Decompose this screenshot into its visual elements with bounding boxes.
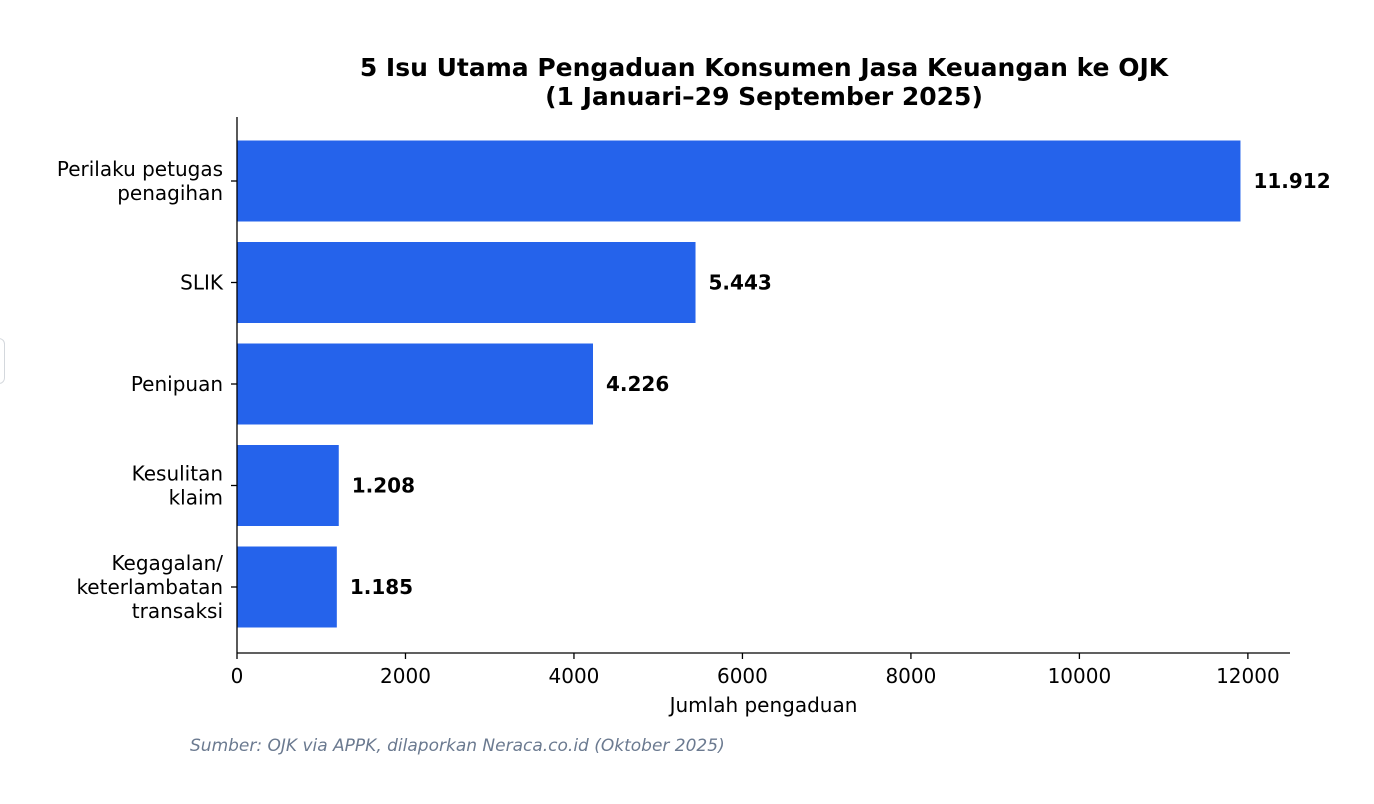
value-labels: 11.912 5.443 4.226 1.208 1.185 bbox=[350, 169, 1331, 599]
bars bbox=[237, 140, 1241, 628]
x-tick-label-4: 6000 bbox=[717, 664, 768, 688]
value-label-5: 1.185 bbox=[350, 575, 413, 599]
chart-title-line-1: 5 Isu Utama Pengaduan Konsumen Jasa Keua… bbox=[360, 53, 1170, 82]
category-label-2: SLIK bbox=[180, 271, 224, 295]
chart-title-line-2: (1 Januari–29 September 2025) bbox=[545, 82, 983, 111]
x-axis-title: Jumlah pengaduan bbox=[668, 693, 858, 717]
value-label-2: 5.443 bbox=[709, 271, 772, 295]
source-note: Sumber: OJK via APPK, dilaporkan Neraca.… bbox=[190, 736, 725, 756]
category-label-1: Perilaku petugas penagihan bbox=[57, 157, 223, 205]
bar-2 bbox=[237, 242, 696, 323]
x-tick-label-5: 8000 bbox=[885, 664, 936, 688]
x-tick-label-6: 10000 bbox=[1048, 664, 1112, 688]
x-tick-label-3: 4000 bbox=[549, 664, 600, 688]
category-label-5: Kegagalan/keterlambatan transaksi bbox=[76, 551, 223, 623]
x-tick-label-2: 2000 bbox=[380, 664, 431, 688]
x-tick-label-7: 12000 bbox=[1216, 664, 1280, 688]
category-labels: Perilaku petugas penagihan SLIK Penipuan Kes… bbox=[57, 157, 237, 623]
side-panel-handle[interactable] bbox=[0, 338, 5, 384]
category-label-4: Kesulitan klaim bbox=[132, 462, 223, 510]
category-label-3: Penipuan bbox=[131, 372, 223, 396]
value-label-1: 11.912 bbox=[1253, 169, 1330, 193]
value-label-4: 1.208 bbox=[352, 474, 415, 498]
bar-1 bbox=[237, 140, 1241, 222]
bar-3 bbox=[237, 343, 593, 425]
bar-5 bbox=[237, 546, 337, 628]
x-axis-ticks: 0 2000 4000 6000 8000 10000 12000 bbox=[231, 653, 1280, 688]
value-label-3: 4.226 bbox=[606, 372, 669, 396]
chart-title: 5 Isu Utama Pengaduan Konsumen Jasa Keua… bbox=[360, 53, 1170, 111]
bar-4 bbox=[237, 445, 339, 526]
x-tick-label-1: 0 bbox=[231, 664, 244, 688]
